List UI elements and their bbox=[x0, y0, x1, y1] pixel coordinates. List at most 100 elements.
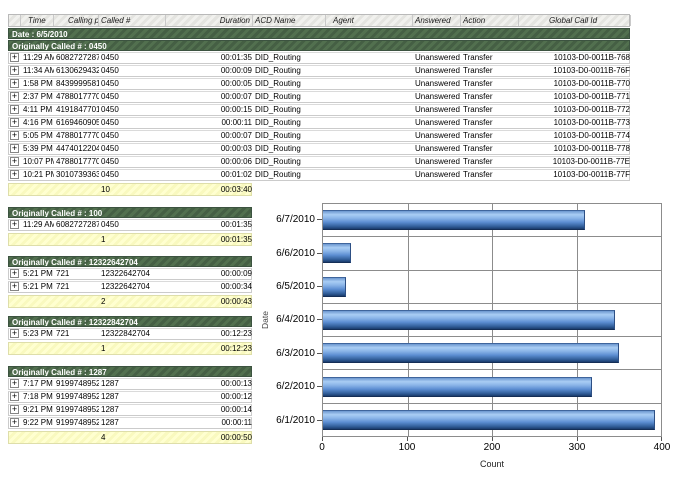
summary-duration: 00:03:40 bbox=[220, 185, 252, 194]
cell-agent bbox=[326, 157, 413, 167]
call-row: + 4:16 PM 6169460905 0450 00:00:11 DID_R… bbox=[8, 117, 630, 129]
cell-called: 0450 bbox=[101, 157, 119, 166]
cell-action: Transfer bbox=[463, 53, 493, 62]
expand-icon[interactable]: + bbox=[10, 105, 19, 114]
expand-icon[interactable]: + bbox=[10, 329, 19, 338]
cell-duration: 00:00:15 bbox=[220, 105, 252, 114]
y-tick bbox=[317, 319, 322, 321]
header-acd-name: ACD Name bbox=[253, 15, 326, 26]
cell-agent bbox=[326, 92, 413, 102]
summary-duration: 00:12:23 bbox=[220, 344, 252, 353]
cell-agent bbox=[326, 131, 413, 141]
summary-count: 2 bbox=[101, 297, 106, 306]
expand-icon[interactable]: + bbox=[10, 66, 19, 75]
cell-time: 7:18 PM bbox=[23, 392, 53, 401]
y-axis-label: 6/4/2010 bbox=[276, 314, 315, 326]
cell-global-id: 10103-D0-0011B-773 bbox=[553, 118, 630, 127]
cell-acd: DID_Routing bbox=[255, 53, 301, 62]
x-tick bbox=[577, 437, 578, 441]
cell-called: 12322842704 bbox=[101, 329, 150, 338]
cell-action: Transfer bbox=[463, 170, 493, 179]
x-axis-label: 300 bbox=[568, 442, 586, 453]
cell-acd: DID_Routing bbox=[255, 170, 301, 179]
expand-icon[interactable]: + bbox=[10, 379, 19, 388]
cell-duration: 00:00:05 bbox=[220, 79, 252, 88]
chart-bar bbox=[323, 276, 346, 297]
call-row: + 10:07 PM 4788017770 0450 00:00:06 DID_… bbox=[8, 156, 630, 168]
header-global-call-id: Global Call Id bbox=[519, 15, 631, 26]
call-row: + 5:05 PM 4788017770 0450 00:00:07 DID_R… bbox=[8, 130, 630, 142]
expand-icon[interactable]: + bbox=[10, 405, 19, 414]
table-header-row: Time Calling party # Called # Duration A… bbox=[8, 14, 631, 27]
cell-calling: 721 bbox=[56, 282, 70, 291]
cell-agent bbox=[326, 144, 413, 154]
group-header-0450: Originally Called # : 0450 bbox=[8, 40, 630, 51]
cell-answered: Unanswered bbox=[415, 92, 460, 101]
x-tick bbox=[407, 437, 408, 441]
expand-icon[interactable]: + bbox=[10, 418, 19, 427]
expand-icon[interactable]: + bbox=[10, 269, 19, 278]
y-axis-label: 6/3/2010 bbox=[276, 347, 315, 359]
summary-row: 1 00:01:35 bbox=[8, 233, 252, 246]
summary-row: 10 00:03:40 bbox=[8, 183, 252, 196]
expand-icon[interactable]: + bbox=[10, 118, 19, 127]
summary-count: 1 bbox=[101, 235, 106, 244]
y-axis-label: 6/6/2010 bbox=[276, 247, 315, 259]
cell-calling: 4788017770 bbox=[56, 92, 99, 101]
cell-acd: DID_Routing bbox=[255, 105, 301, 114]
expand-icon[interactable]: + bbox=[10, 282, 19, 291]
cell-action: Transfer bbox=[463, 92, 493, 101]
expand-icon[interactable]: + bbox=[10, 157, 19, 166]
x-tick bbox=[492, 437, 493, 441]
cell-time: 9:21 PM bbox=[23, 405, 53, 414]
cell-acd: DID_Routing bbox=[255, 79, 301, 88]
cell-called: 0450 bbox=[101, 118, 119, 127]
cell-global-id: 10103-D0-0011B-768 bbox=[553, 53, 630, 62]
group-header: Originally Called # : 1287 bbox=[8, 366, 252, 377]
expand-icon[interactable]: + bbox=[10, 392, 19, 401]
y-axis-label: 6/2/2010 bbox=[276, 381, 315, 393]
cell-calling: 6130629432 bbox=[56, 66, 99, 75]
expand-icon[interactable]: + bbox=[10, 79, 19, 88]
y-tick bbox=[317, 352, 322, 354]
cell-answered: Unanswered bbox=[415, 118, 460, 127]
expand-icon[interactable]: + bbox=[10, 53, 19, 62]
cell-agent bbox=[326, 66, 413, 76]
call-row: + 4:11 PM 4191847701 0450 00:00:15 DID_R… bbox=[8, 104, 630, 116]
cell-called: 1287 bbox=[101, 405, 119, 414]
y-axis-label: 6/5/2010 bbox=[276, 281, 315, 293]
summary-row: 1 00:12:23 bbox=[8, 342, 252, 355]
call-row: + 5:21 PM 721 12322642704 00:00:34 bbox=[8, 281, 252, 293]
call-row: + 2:37 PM 4788017770 0450 00:00:07 DID_R… bbox=[8, 91, 630, 103]
summary-duration: 00:00:43 bbox=[220, 297, 252, 306]
chart-bar bbox=[323, 243, 351, 264]
summary-count: 10 bbox=[101, 185, 110, 194]
cell-answered: Unanswered bbox=[415, 53, 460, 62]
cell-agent bbox=[326, 170, 413, 180]
call-row: + 7:17 PM 9199748952 1287 00:00:13 bbox=[8, 378, 252, 390]
cell-duration: 00:00:07 bbox=[220, 92, 252, 101]
x-axis-label: 100 bbox=[398, 442, 416, 453]
expand-icon[interactable]: + bbox=[10, 220, 19, 229]
cell-acd: DID_Routing bbox=[255, 92, 301, 101]
cell-duration: 00:00:14 bbox=[220, 405, 252, 414]
cell-action: Transfer bbox=[463, 144, 493, 153]
cell-time: 11:29 AM bbox=[23, 53, 54, 62]
cell-answered: Unanswered bbox=[415, 66, 460, 75]
cell-answered: Unanswered bbox=[415, 131, 460, 140]
group-block-12322842704: Originally Called # : 12322842704 + 5:23… bbox=[8, 316, 252, 355]
cell-acd: DID_Routing bbox=[255, 131, 301, 140]
expand-icon[interactable]: + bbox=[10, 144, 19, 153]
expand-icon[interactable]: + bbox=[10, 92, 19, 101]
expand-icon[interactable]: + bbox=[10, 170, 19, 179]
cell-time: 9:22 PM bbox=[23, 418, 53, 427]
cell-called: 0450 bbox=[101, 92, 119, 101]
expand-icon[interactable]: + bbox=[10, 131, 19, 140]
cell-calling: 4474012204 bbox=[56, 144, 99, 153]
cell-duration: 00:00:11 bbox=[221, 118, 252, 127]
cell-action: Transfer bbox=[463, 79, 493, 88]
group-block-100: Originally Called # : 100 + 11:29 AM 608… bbox=[8, 207, 252, 246]
cell-duration: 00:00:09 bbox=[220, 269, 252, 278]
call-row: + 9:22 PM 9199748952 1287 00:00:11 bbox=[8, 417, 252, 429]
